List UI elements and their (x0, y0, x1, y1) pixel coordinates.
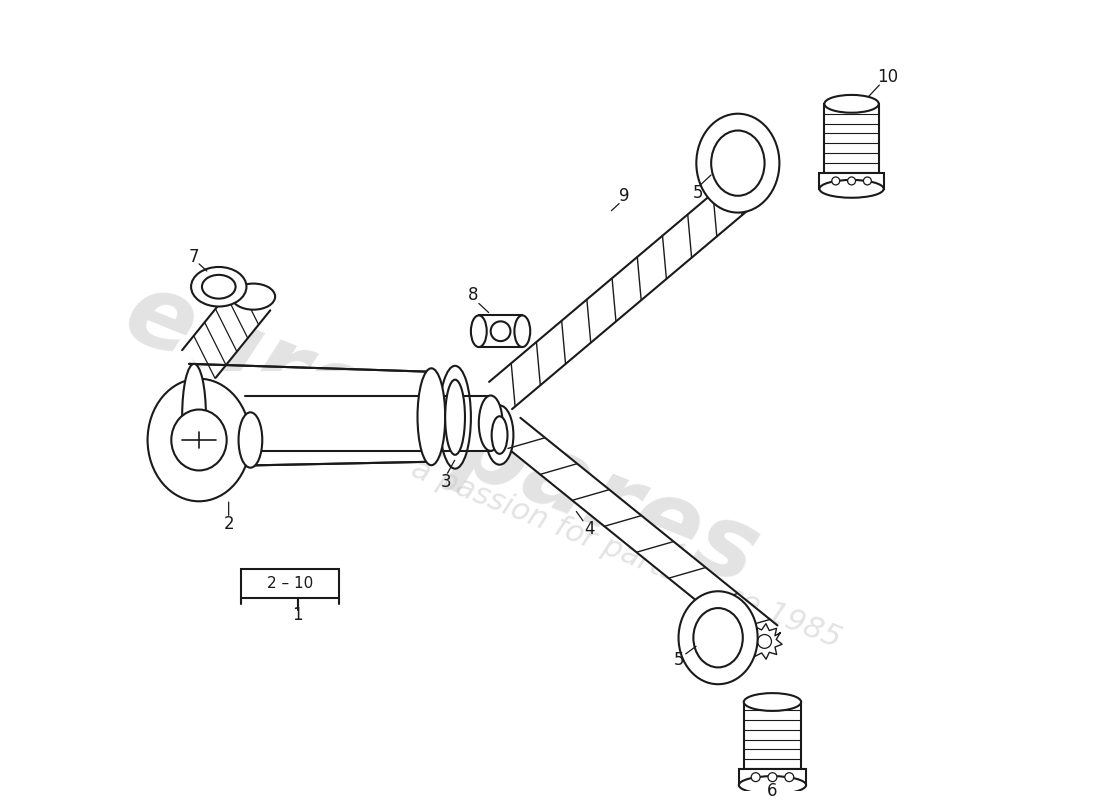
Polygon shape (733, 164, 771, 202)
Circle shape (848, 177, 856, 185)
Text: 2: 2 (223, 515, 234, 533)
Ellipse shape (693, 608, 742, 667)
Circle shape (832, 177, 839, 185)
Polygon shape (189, 372, 431, 466)
Bar (739, 770, 806, 785)
Ellipse shape (744, 693, 801, 711)
Circle shape (758, 634, 771, 648)
Ellipse shape (239, 412, 262, 468)
Ellipse shape (478, 395, 503, 451)
Polygon shape (500, 418, 778, 650)
Ellipse shape (418, 368, 446, 466)
Text: 2 – 10: 2 – 10 (267, 576, 314, 591)
Ellipse shape (439, 366, 471, 469)
Text: 1: 1 (293, 606, 304, 624)
Ellipse shape (486, 406, 514, 465)
Bar (478, 315, 522, 347)
Ellipse shape (491, 322, 510, 341)
Ellipse shape (679, 591, 758, 684)
Ellipse shape (515, 315, 530, 347)
Ellipse shape (232, 283, 275, 310)
Polygon shape (183, 283, 271, 378)
Ellipse shape (824, 95, 879, 113)
Text: 5: 5 (673, 651, 684, 670)
Text: 4: 4 (584, 520, 595, 538)
Text: 6: 6 (767, 782, 778, 800)
Text: 8: 8 (468, 286, 478, 304)
Ellipse shape (712, 130, 764, 196)
Text: 10: 10 (878, 68, 899, 86)
Ellipse shape (471, 315, 486, 347)
Polygon shape (748, 624, 782, 659)
Circle shape (768, 773, 777, 782)
Text: euro-spares: euro-spares (111, 264, 772, 606)
Ellipse shape (147, 378, 251, 502)
Bar (824, 104, 879, 173)
Text: 3: 3 (441, 473, 451, 490)
Ellipse shape (202, 275, 235, 298)
Ellipse shape (492, 416, 507, 454)
Circle shape (745, 175, 760, 191)
Ellipse shape (739, 776, 806, 794)
Ellipse shape (191, 267, 246, 306)
Ellipse shape (820, 180, 883, 198)
Ellipse shape (446, 380, 465, 455)
Circle shape (784, 773, 794, 782)
Text: a passion for parts since 1985: a passion for parts since 1985 (407, 454, 845, 654)
Polygon shape (490, 170, 764, 409)
Text: 9: 9 (619, 186, 629, 205)
Bar (820, 173, 883, 189)
Ellipse shape (183, 364, 206, 466)
Polygon shape (245, 395, 491, 451)
Ellipse shape (172, 410, 227, 470)
Bar (744, 702, 801, 770)
Text: 5: 5 (693, 184, 704, 202)
Text: 7: 7 (189, 248, 199, 266)
FancyBboxPatch shape (241, 569, 340, 598)
Circle shape (864, 177, 871, 185)
Ellipse shape (696, 114, 780, 213)
Circle shape (751, 773, 760, 782)
